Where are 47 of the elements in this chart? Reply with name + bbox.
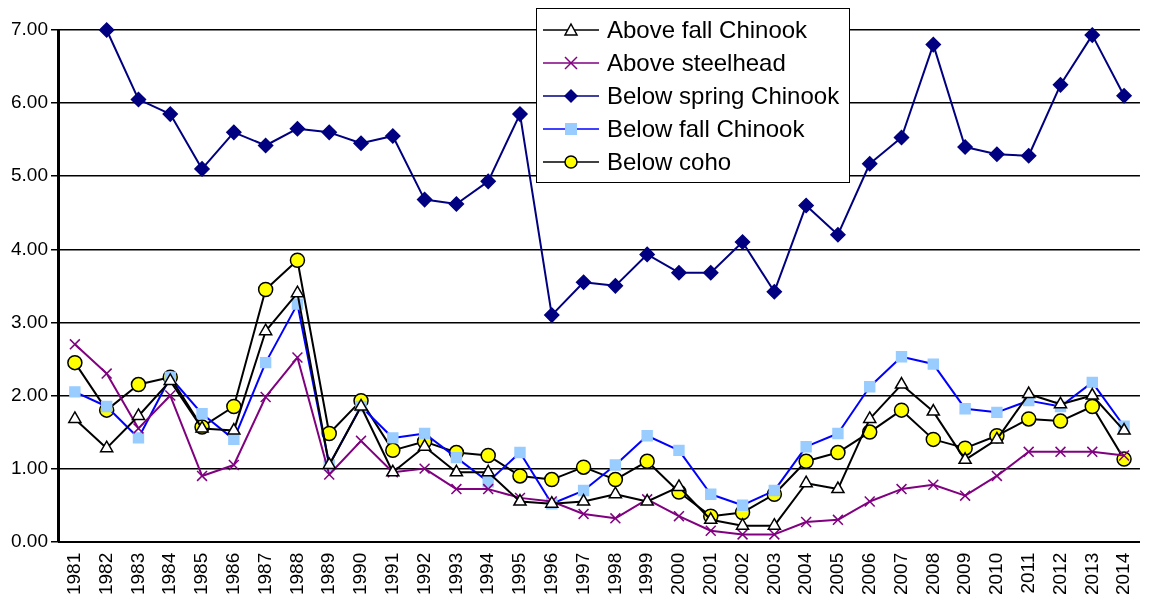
y-tick-label: 2.00 <box>11 383 48 405</box>
y-tick-label: 0.00 <box>11 529 48 551</box>
x-tick-label: 2006 <box>857 552 879 596</box>
x-tick-label: 1999 <box>635 552 657 596</box>
y-tick-label: 7.00 <box>11 18 48 40</box>
x-tick-label: 2003 <box>762 552 784 596</box>
x-tick-label: 1991 <box>381 552 403 596</box>
x-tick-label: 1985 <box>190 552 212 596</box>
x-tick-label: 1982 <box>94 552 116 596</box>
y-tick-label: 6.00 <box>11 91 48 113</box>
x-tick-label: 2002 <box>730 552 752 596</box>
x-tick-label: 1995 <box>508 552 530 596</box>
y-tick-label: 4.00 <box>11 237 48 259</box>
x-tick-label: 2014 <box>1112 552 1134 596</box>
legend-label: Below spring Chinook <box>607 81 840 110</box>
x-tick-label: 2007 <box>889 552 911 596</box>
x-tick-label: 1998 <box>603 552 625 596</box>
x-tick-label: 1990 <box>349 552 371 596</box>
x-tick-label: 2012 <box>1048 552 1070 596</box>
x-tick-label: 2005 <box>826 552 848 596</box>
x-tick-label: 1981 <box>63 552 85 596</box>
x-tick-label: 1993 <box>444 552 466 596</box>
x-tick-label: 2009 <box>953 552 975 596</box>
x-tick-label: 2001 <box>698 552 720 596</box>
x-tick-label: 1986 <box>222 552 244 596</box>
x-tick-label: 2010 <box>985 552 1007 596</box>
y-tick-label: 3.00 <box>11 310 48 332</box>
x-tick-label: 2004 <box>794 552 816 596</box>
legend-label: Below fall Chinook <box>607 114 805 143</box>
y-tick-label: 1.00 <box>11 456 48 478</box>
x-tick-label: 1984 <box>158 552 180 596</box>
legend-label: Below coho <box>607 147 732 176</box>
x-tick-label: 2008 <box>921 552 943 596</box>
x-tick-label: 1987 <box>253 552 275 596</box>
x-tick-label: 1992 <box>412 552 434 596</box>
x-tick-label: 1988 <box>285 552 307 596</box>
x-tick-label: 2011 <box>1016 552 1038 594</box>
x-tick-label: 1997 <box>571 552 593 596</box>
x-tick-label: 2000 <box>667 552 689 596</box>
x-tick-label: 2013 <box>1080 552 1102 596</box>
x-tick-label: 1994 <box>476 552 498 596</box>
x-tick-label: 1996 <box>540 552 562 596</box>
legend-label: Above steelhead <box>607 48 786 77</box>
x-tick-label: 1983 <box>126 552 148 596</box>
x-tick-label: 1989 <box>317 552 339 596</box>
legend-label: Above fall Chinook <box>607 15 808 44</box>
y-tick-label: 5.00 <box>11 164 48 186</box>
